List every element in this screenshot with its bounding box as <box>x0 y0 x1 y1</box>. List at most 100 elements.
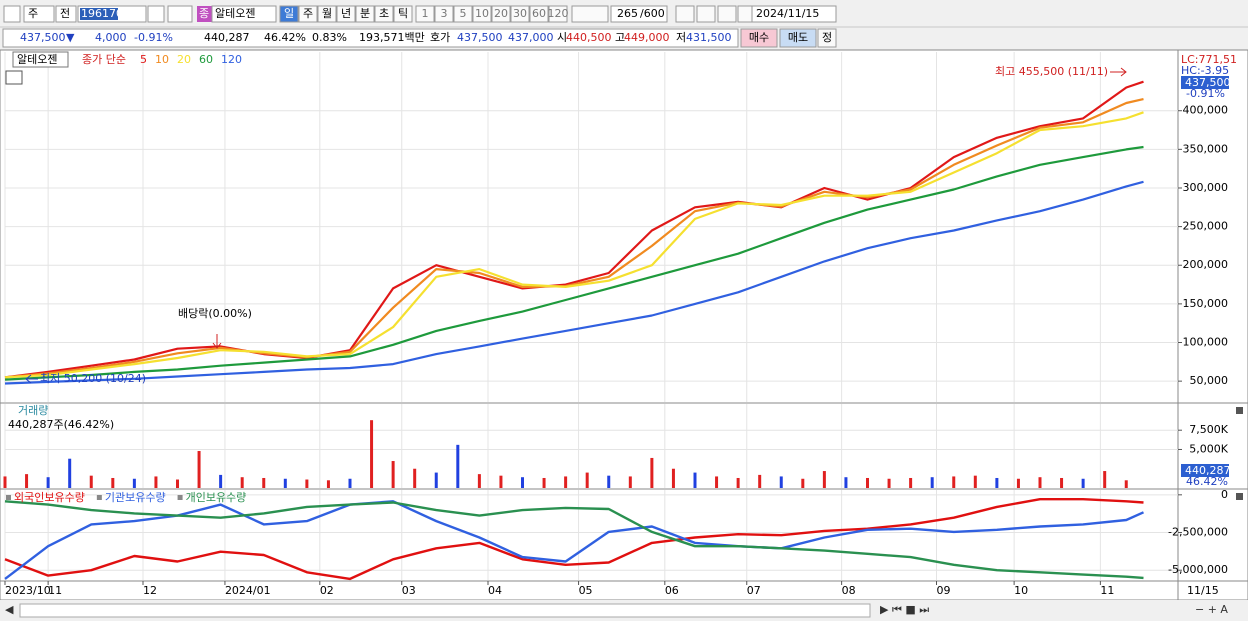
volume-bar <box>801 478 805 488</box>
info-volume: 440,287 <box>204 31 250 44</box>
volume-bar <box>887 478 891 488</box>
interval-button[interactable] <box>472 5 492 23</box>
period-button[interactable] <box>374 5 394 23</box>
legend-entry: 60 <box>199 53 213 66</box>
correction-button[interactable] <box>817 28 837 48</box>
zoom-controls[interactable]: − + A <box>1195 603 1228 616</box>
date-field[interactable] <box>751 5 837 23</box>
y-tick-label: 50,000 <box>1190 374 1229 387</box>
interval-label: 3 <box>441 7 448 20</box>
info-turnover: 0.83% <box>312 31 347 44</box>
legend-entry: 10 <box>155 53 169 66</box>
last-volume-box <box>1181 464 1229 477</box>
y-tick-label: 200,000 <box>1183 258 1229 271</box>
volume-bar <box>197 451 201 488</box>
tool-button[interactable] <box>675 5 695 23</box>
x-tick-label: 03 <box>402 584 416 597</box>
tool-button[interactable] <box>717 5 737 23</box>
period-button[interactable] <box>298 5 318 23</box>
unit-select[interactable] <box>571 5 609 23</box>
interval-label: 20 <box>494 7 508 20</box>
info-field[interactable] <box>2 28 739 48</box>
interval-button[interactable] <box>529 5 549 23</box>
annotation: 최저 50,200 (10/24) <box>40 372 146 385</box>
volume-bar <box>89 475 93 488</box>
count-field[interactable] <box>610 5 668 23</box>
volume-bar <box>68 458 72 488</box>
volume-bar <box>758 474 762 488</box>
y-tick-label: 150,000 <box>1183 297 1229 310</box>
correction-label: 정 <box>822 31 832 44</box>
period-button[interactable] <box>317 5 337 23</box>
series-line <box>4 111 1144 379</box>
period-button[interactable] <box>336 5 356 23</box>
scroll-track[interactable] <box>19 603 871 618</box>
volume-bar <box>1103 471 1107 488</box>
change-label: -0.91% <box>1186 87 1225 100</box>
volume-bar <box>1038 477 1042 488</box>
period-label: 일 <box>284 6 294 20</box>
last-price-box <box>1181 76 1229 89</box>
volume-bar <box>736 477 740 488</box>
sell-label: 매도 <box>788 31 808 44</box>
x-tick-label: 04 <box>488 584 502 597</box>
info-amount: 193,571백만 <box>359 31 425 44</box>
info-change: 4,000 <box>95 31 127 44</box>
interval-label: 30 <box>513 7 527 20</box>
tool-button[interactable] <box>696 5 716 23</box>
volume-bar <box>973 475 977 488</box>
scroll-right[interactable]: ▶ ⏮ ■ ⏭ <box>880 603 929 616</box>
volume-rate: 46.42% <box>1186 475 1228 488</box>
annotation: 배당락(0.00%) <box>178 307 252 320</box>
interval-button[interactable] <box>548 5 568 23</box>
buy-label: 매수 <box>749 31 769 44</box>
volume-bar <box>219 474 223 488</box>
info-ask: 437,500 <box>457 31 503 44</box>
legend-marker <box>96 495 102 500</box>
x-tick-label: 02 <box>320 584 334 597</box>
volume-bar <box>262 477 266 488</box>
info-price: 437,500 <box>20 31 66 44</box>
period-label: 틱 <box>398 7 408 20</box>
period-button[interactable] <box>393 5 413 23</box>
info-low: 431,500 <box>686 31 732 44</box>
period-button[interactable] <box>279 5 299 23</box>
max-count: /600 <box>640 7 665 20</box>
legend-entry: 외국인보유수량 <box>14 491 85 504</box>
x-tick-label: 11 <box>1100 584 1114 597</box>
menu-button[interactable] <box>3 5 21 23</box>
interval-button[interactable] <box>510 5 530 23</box>
pane-close[interactable] <box>1236 493 1243 500</box>
x-tick-label: 11 <box>48 584 62 597</box>
sound-button[interactable] <box>167 5 193 23</box>
table-icon[interactable] <box>5 70 23 85</box>
volume-bar <box>909 477 913 488</box>
x-tick-label: 2024/01 <box>225 584 271 597</box>
scroll-left[interactable]: ◀ <box>5 603 14 616</box>
info-open: 440,500 <box>566 31 612 44</box>
interval-label: 120 <box>548 7 569 20</box>
interval-button[interactable] <box>434 5 454 23</box>
date: 2024/11/15 <box>756 7 819 20</box>
series-line <box>4 80 1144 379</box>
pane-close[interactable] <box>1236 407 1243 414</box>
info-high: 449,000 <box>624 31 670 44</box>
count: 265 <box>617 7 638 20</box>
sell-button[interactable] <box>779 28 817 48</box>
interval-button[interactable] <box>491 5 511 23</box>
name-field[interactable] <box>211 5 277 23</box>
period-button[interactable] <box>355 5 375 23</box>
title-box <box>12 51 69 68</box>
period-label: 초 <box>379 7 389 20</box>
code-type-select[interactable] <box>23 5 55 23</box>
market-select[interactable] <box>55 5 77 23</box>
interval-button[interactable] <box>453 5 473 23</box>
buy-button[interactable] <box>740 28 778 48</box>
volume-bar <box>779 476 783 488</box>
info-open-label: 시 <box>557 31 567 44</box>
search-button[interactable] <box>147 5 165 23</box>
interval-button[interactable] <box>415 5 435 23</box>
volume-bar <box>240 477 244 488</box>
interval-label: 5 <box>460 7 467 20</box>
stock-name: 알테오젠 <box>215 6 255 20</box>
